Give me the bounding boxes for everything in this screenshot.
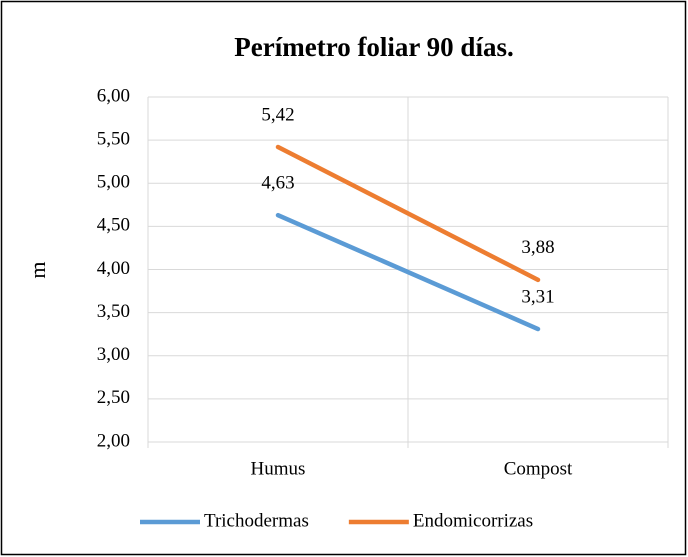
data-label: 5,42: [261, 104, 294, 125]
legend-label: Endomicorrizas: [413, 510, 533, 531]
series-line: [275, 212, 541, 332]
legend-label: Trichodermas: [204, 510, 309, 531]
data-label: 4,63: [261, 173, 294, 194]
x-tick-label: Humus: [251, 458, 306, 479]
y-axis-label: m: [25, 261, 50, 278]
x-tick-label: Compost: [504, 458, 573, 479]
y-tick-label: 3,50: [97, 301, 130, 322]
chart-title: Perímetro foliar 90 días.: [234, 32, 513, 62]
y-tick-label: 2,50: [97, 387, 130, 408]
y-tick-label: 5,50: [97, 128, 130, 149]
data-label: 3,31: [521, 286, 554, 307]
y-tick-label: 4,00: [97, 258, 130, 279]
y-tick-label: 3,00: [97, 344, 130, 365]
y-tick-label: 4,50: [97, 215, 130, 236]
y-tick-label: 6,00: [97, 85, 130, 106]
series-line: [275, 144, 541, 283]
y-tick-label: 5,00: [97, 172, 130, 193]
data-label: 3,88: [521, 237, 554, 258]
y-tick-label: 2,00: [97, 430, 130, 451]
